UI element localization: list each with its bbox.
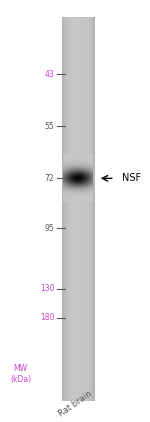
Text: 95: 95 bbox=[45, 224, 54, 233]
Text: 180: 180 bbox=[40, 313, 54, 322]
Text: MW
(kDa): MW (kDa) bbox=[10, 364, 31, 384]
Text: 72: 72 bbox=[45, 174, 54, 183]
Text: Rat brain: Rat brain bbox=[57, 389, 94, 418]
Text: NSF: NSF bbox=[122, 173, 141, 183]
Text: 55: 55 bbox=[45, 122, 54, 131]
Text: 43: 43 bbox=[45, 70, 54, 79]
FancyBboxPatch shape bbox=[62, 18, 94, 401]
Text: 130: 130 bbox=[40, 284, 54, 293]
